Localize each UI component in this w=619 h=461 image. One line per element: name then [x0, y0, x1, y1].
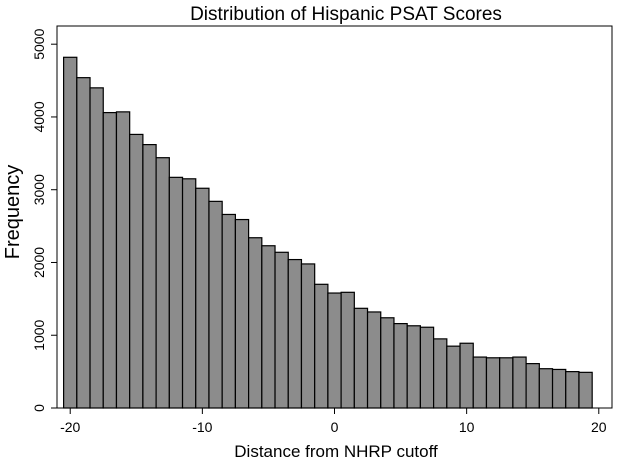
bar--7 [234, 218, 250, 409]
bar--5 [261, 245, 276, 409]
bar--15 [129, 133, 144, 409]
y-axis-title: Frequency [2, 165, 24, 260]
bar--8 [221, 213, 236, 409]
bar--11 [181, 178, 197, 409]
bar-10 [459, 342, 474, 409]
bar--16 [115, 111, 131, 409]
bar-11 [472, 356, 488, 409]
bar-17 [551, 368, 567, 409]
bar--20 [63, 56, 78, 409]
x-tick-label: 0 [331, 419, 339, 435]
y-tick-label: 1000 [31, 319, 47, 350]
y-tick-label: 4000 [31, 101, 47, 132]
bars-group [63, 56, 593, 409]
bar-3 [366, 311, 382, 409]
y-tick-label: 3000 [31, 174, 47, 205]
x-axis-title: Distance from NHRP cutoff [234, 442, 438, 461]
bar-18 [565, 371, 580, 409]
y-axis: 0 1000 2000 3000 4000 5000 [31, 28, 57, 412]
bar-16 [538, 368, 554, 409]
x-tick-label: -20 [60, 419, 80, 435]
bar-4 [380, 317, 395, 409]
x-tick-label: 10 [459, 419, 475, 435]
bar-14 [512, 356, 527, 409]
bar-9 [446, 345, 461, 409]
bar-2 [353, 307, 369, 409]
bar-8 [433, 338, 448, 409]
bar--12 [168, 176, 184, 409]
bar-13 [499, 357, 514, 409]
bar--10 [195, 187, 210, 409]
bar-5 [393, 322, 408, 409]
bar--3 [287, 258, 303, 409]
bar-7 [419, 326, 435, 409]
y-tick-label: 2000 [31, 247, 47, 278]
bar-1 [340, 291, 355, 409]
bar--2 [300, 263, 316, 409]
bar-0 [327, 292, 342, 409]
bar--19 [76, 77, 91, 409]
bar--13 [155, 157, 170, 409]
bar--6 [248, 237, 263, 409]
chart-title: Distribution of Hispanic PSAT Scores [190, 4, 502, 25]
bar-6 [406, 325, 421, 409]
y-tick-label: 0 [31, 404, 47, 412]
bar--18 [89, 87, 104, 409]
x-tick-label: -10 [192, 419, 212, 435]
bar--9 [208, 200, 223, 409]
x-tick-label: 20 [591, 419, 607, 435]
x-axis: -20 -10 0 10 20 [60, 408, 607, 435]
bar-15 [525, 363, 540, 409]
bar--1 [314, 283, 329, 409]
bar-19 [578, 371, 593, 409]
bar--17 [102, 111, 118, 409]
bar--14 [142, 144, 157, 409]
bar-12 [485, 357, 501, 409]
bar--4 [274, 251, 289, 409]
y-tick-label: 5000 [31, 28, 47, 59]
